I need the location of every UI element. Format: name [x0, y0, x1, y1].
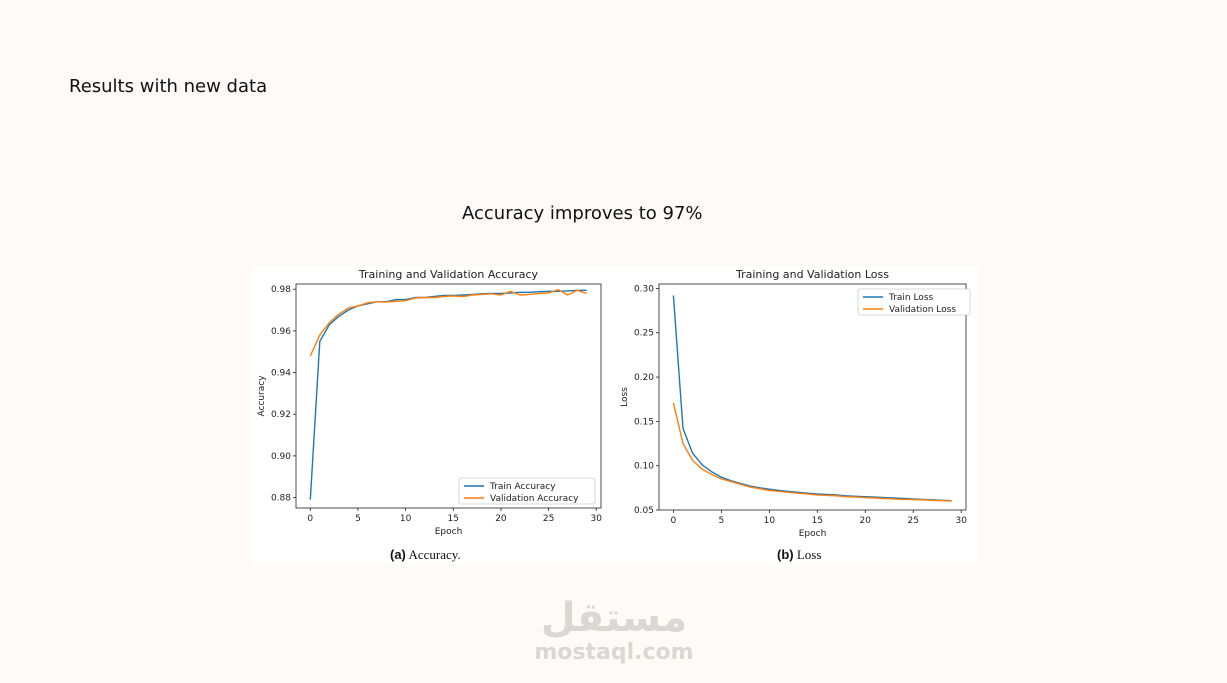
y-tick-label: 0.88 [271, 494, 291, 504]
legend-box [857, 288, 971, 316]
x-tick-label: 25 [908, 516, 919, 526]
y-tick-label: 0.98 [271, 285, 291, 295]
legend-entry: Train Accuracy [489, 482, 556, 492]
x-tick-label: 10 [764, 516, 776, 526]
x-tick-label: 30 [591, 514, 603, 524]
chart-title: Training and Validation Accuracy [358, 268, 539, 281]
y-tick-label: 0.20 [634, 373, 654, 383]
chart-legend: Train Accuracy Validation Accuracy [458, 477, 596, 505]
x-tick-label: 0 [307, 514, 313, 524]
x-tick-label: 5 [718, 516, 724, 526]
y-tick-label: 0.25 [634, 329, 654, 339]
x-tick-label: 0 [671, 516, 677, 526]
figure-panel: Training and Validation Accuracy 0 5 10 15 20… [252, 266, 978, 564]
caption-accuracy: (a) Accuracy. [390, 547, 461, 563]
slide-subtitle: Accuracy improves to 97% [462, 203, 703, 224]
watermark-arabic: مستقل [540, 595, 688, 641]
x-axis-label: Epoch [435, 527, 463, 537]
y-tick-label: 0.15 [634, 417, 654, 427]
y-tick-label: 0.96 [271, 327, 291, 337]
series-line-validation-loss [672, 402, 952, 502]
y-axis-label: Loss [620, 387, 630, 407]
x-tick-label: 20 [495, 514, 507, 524]
x-tick-label: 10 [400, 514, 412, 524]
chart-legend: Train Loss Validation Loss [857, 288, 971, 316]
x-tick-label: 15 [812, 516, 823, 526]
loss-chart: Training and Validation Loss 0 5 10 15 20 25 30… [620, 268, 971, 539]
chart-title: Training and Validation Loss [735, 268, 889, 281]
y-tick-label: 0.94 [271, 369, 291, 379]
legend-box [458, 477, 596, 505]
y-tick-label: 0.90 [271, 452, 291, 462]
slide-title: Results with new data [69, 76, 268, 97]
caption-loss: (b) Loss [777, 547, 821, 563]
x-tick-label: 5 [355, 514, 361, 524]
y-tick-label: 0.92 [271, 410, 291, 420]
legend-entry: Validation Loss [889, 305, 956, 315]
x-axis-label: Epoch [799, 529, 827, 539]
accuracy-chart: Training and Validation Accuracy 0 5 10 15 20… [257, 268, 603, 537]
series-line-train-accuracy [309, 289, 587, 500]
mostaql-watermark: مستقل mostaql.com [526, 596, 702, 676]
y-axis-label: Accuracy [257, 375, 267, 417]
x-tick-label: 25 [543, 514, 554, 524]
series-line-train-loss [672, 295, 952, 502]
caption-accuracy-text: Accuracy. [408, 547, 461, 562]
watermark-latin: mostaql.com [534, 640, 694, 665]
caption-loss-label: (b) [777, 547, 794, 562]
caption-accuracy-label: (a) [390, 547, 406, 562]
legend-entry: Validation Accuracy [490, 494, 579, 504]
y-tick-label: 0.10 [634, 462, 654, 472]
plot-frame [295, 283, 602, 509]
x-tick-label: 20 [860, 516, 872, 526]
y-tick-label: 0.30 [634, 284, 654, 294]
plot-frame [658, 283, 967, 511]
x-tick-label: 15 [448, 514, 459, 524]
caption-loss-text: Loss [796, 547, 822, 562]
y-tick-label: 0.05 [634, 506, 654, 516]
x-tick-label: 30 [955, 516, 967, 526]
legend-entry: Train Loss [888, 293, 934, 303]
series-line-validation-accuracy [309, 288, 587, 357]
